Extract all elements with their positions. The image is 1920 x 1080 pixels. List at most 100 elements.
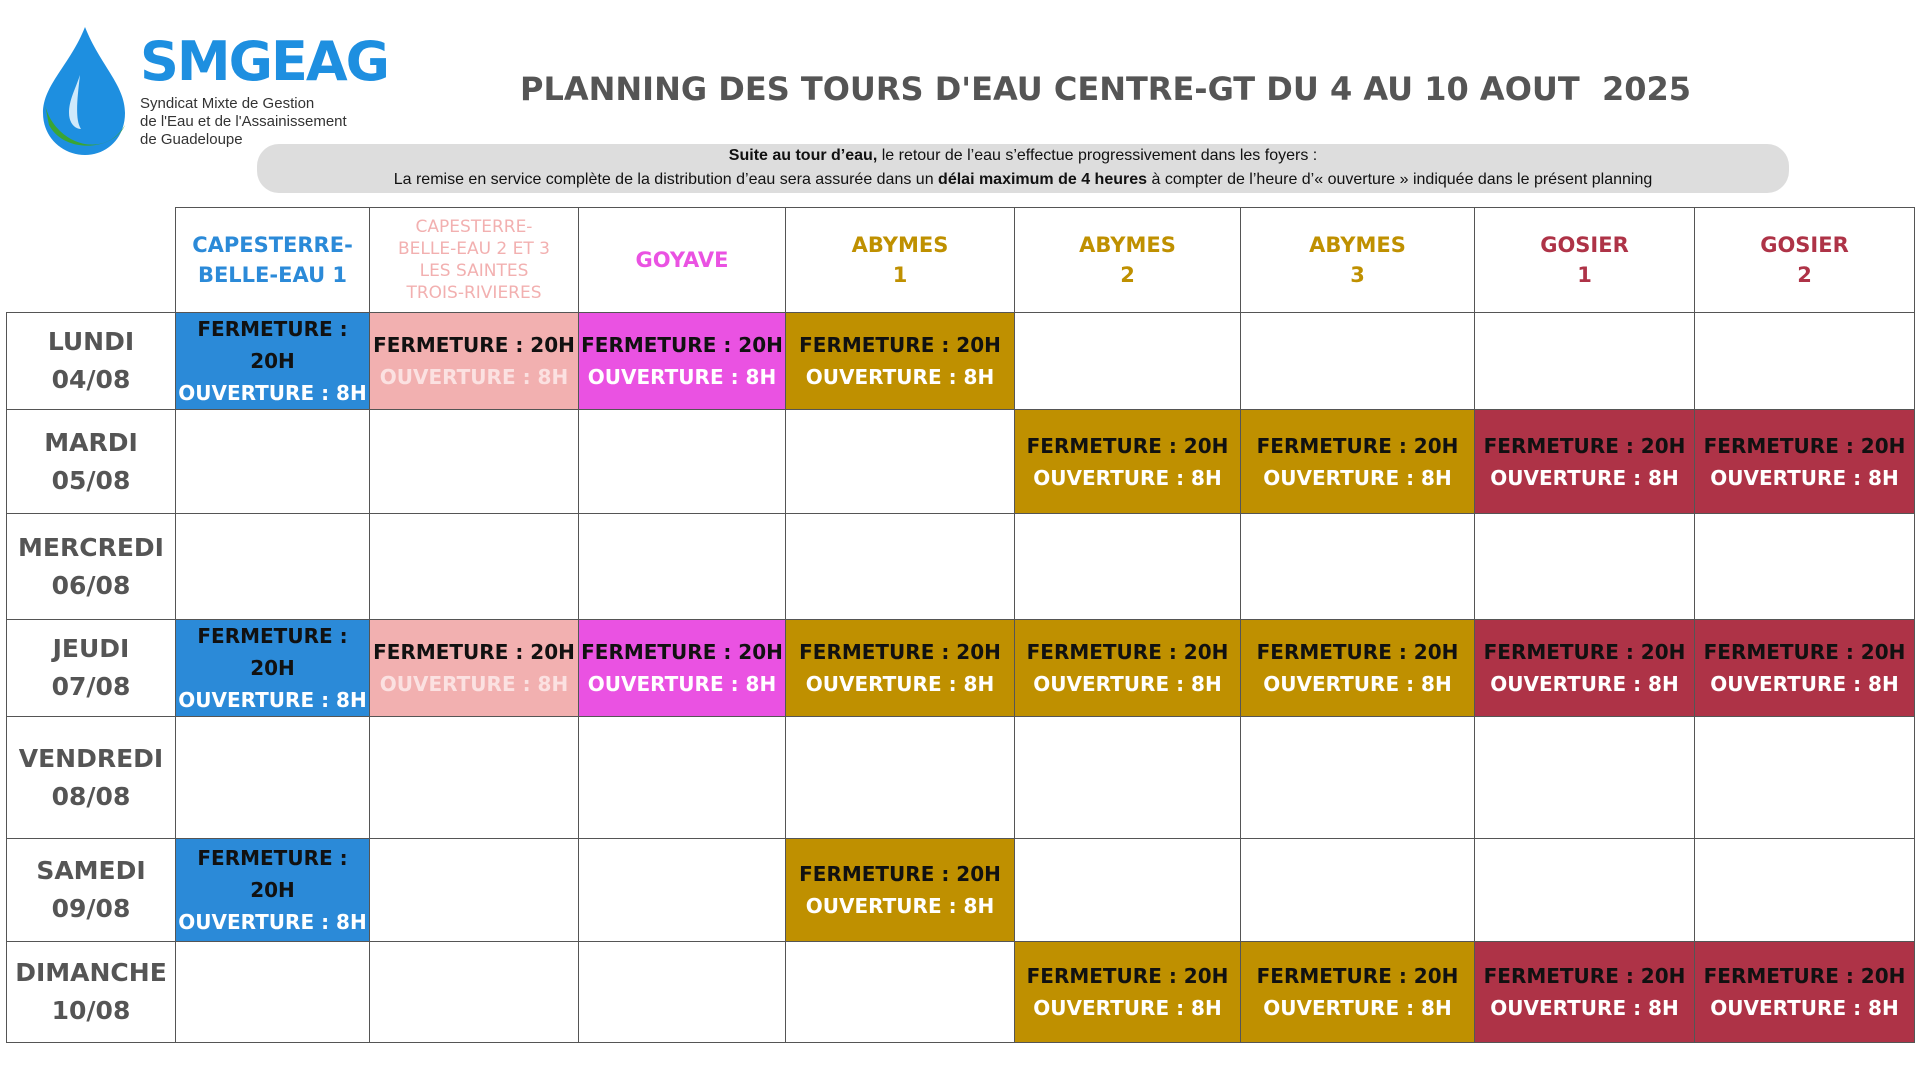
column-header: ABYMES 2 bbox=[1014, 207, 1241, 313]
slot bbox=[1694, 513, 1915, 620]
slot bbox=[785, 409, 1015, 514]
opening-time: OUVERTURE : 8H bbox=[1490, 465, 1679, 490]
slot: FERMETURE : 20H OUVERTURE : 8H bbox=[785, 312, 1015, 410]
opening-time: OUVERTURE : 8H bbox=[1263, 996, 1452, 1020]
column-header: ABYMES 1 bbox=[785, 207, 1015, 313]
row: MARDI 05/08 FERMETURE : 20H OUVERTURE : 8H F… bbox=[6, 409, 1915, 514]
closing-time: FERMETURE : 20H bbox=[799, 333, 1001, 357]
opening-time: OUVERTURE : 8H bbox=[379, 365, 569, 389]
opening-time: OUVERTURE : 8H bbox=[1033, 672, 1222, 696]
closing-time: FERMETURE : 20H bbox=[373, 640, 575, 664]
day-label: JEUDI bbox=[52, 634, 130, 663]
column-label: GOYAVE bbox=[635, 248, 729, 272]
slot bbox=[369, 716, 579, 839]
slot bbox=[1694, 312, 1915, 410]
slot bbox=[369, 941, 579, 1043]
notice-text: à compter de l’heure d’« ouverture » ind… bbox=[1147, 171, 1653, 188]
day-label: LUNDI bbox=[47, 327, 135, 356]
slot: FERMETURE : 20H OUVERTURE : 8H bbox=[1474, 409, 1695, 514]
schedule-table: CAPESTERRE- BELLE-EAU 1 CAPESTERRE- BELLE-E… bbox=[6, 207, 1915, 1043]
closing-time: FERMETURE : 20H bbox=[1483, 964, 1686, 988]
day-label: 10/08 bbox=[51, 996, 131, 1025]
slot bbox=[1240, 716, 1475, 839]
slot bbox=[369, 409, 579, 514]
slot: FERMETURE : 20H OUVERTURE : 8H bbox=[175, 838, 370, 942]
slot: FERMETURE : 20H OUVERTURE : 8H bbox=[578, 619, 786, 717]
day-label: MARDI bbox=[44, 427, 138, 457]
column-label: ABYMES bbox=[1309, 233, 1406, 257]
opening-time: OUVERTURE : 8H bbox=[178, 381, 367, 405]
closing-time: FERMETURE : 20H bbox=[1256, 640, 1459, 664]
slot bbox=[578, 716, 786, 839]
row: DIMANCHE 10/08 FERMETURE : 20H OUVERTURE : … bbox=[6, 941, 1915, 1043]
logo-line: Syndicat Mixte de Gestion bbox=[140, 95, 315, 112]
column-label: CAPESTERRE- bbox=[415, 217, 533, 237]
logo-line: de Guadeloupe bbox=[140, 131, 243, 148]
notice: Suite au tour d’eau, le retour de l’eau … bbox=[257, 144, 1789, 193]
day-label: 09/08 bbox=[51, 894, 131, 923]
column-label: GOSIER bbox=[1540, 233, 1629, 257]
slot bbox=[1014, 312, 1241, 410]
column-header: GOSIER 2 bbox=[1694, 207, 1915, 313]
closing-time: FERMETURE : 20H bbox=[1703, 964, 1906, 988]
slot: FERMETURE : 20H OUVERTURE : 8H bbox=[175, 312, 370, 410]
closing-time: FERMETURE : 20H bbox=[1703, 433, 1906, 458]
slot: FERMETURE : 20H OUVERTURE : 8H bbox=[1474, 619, 1695, 717]
column-label: 1 bbox=[1577, 263, 1592, 287]
slot bbox=[578, 409, 786, 514]
slot bbox=[369, 513, 579, 620]
slot: FERMETURE : 20H OUVERTURE : 8H bbox=[1694, 409, 1915, 514]
slot bbox=[1694, 716, 1915, 839]
slot bbox=[1014, 838, 1241, 942]
slot: FERMETURE : 20H OUVERTURE : 8H bbox=[1240, 619, 1475, 717]
slot bbox=[175, 409, 370, 514]
slot: FERMETURE : 20H OUVERTURE : 8H bbox=[175, 619, 370, 717]
slot: FERMETURE : 20H OUVERTURE : 8H bbox=[369, 312, 579, 410]
slot: FERMETURE : 20H OUVERTURE : 8H bbox=[1694, 941, 1915, 1043]
closing-time: FERMETURE : 20H bbox=[197, 317, 348, 373]
opening-time: OUVERTURE : 8H bbox=[178, 910, 367, 934]
notice-line: Suite au tour d’eau, le retour de l’eau … bbox=[257, 144, 1789, 168]
slot bbox=[578, 513, 786, 620]
closing-time: FERMETURE : 20H bbox=[1026, 433, 1229, 458]
opening-time: OUVERTURE : 8H bbox=[1033, 996, 1222, 1020]
opening-time: OUVERTURE : 8H bbox=[1490, 996, 1679, 1020]
day-cell: JEUDI 07/08 bbox=[6, 619, 176, 717]
row: SAMEDI 09/08 FERMETURE : 20H OUVERTURE : 8H… bbox=[6, 838, 1915, 942]
column-label: GOSIER bbox=[1760, 233, 1849, 257]
slot bbox=[175, 941, 370, 1043]
day-cell: MARDI 05/08 bbox=[6, 409, 176, 514]
opening-time: OUVERTURE : 8H bbox=[805, 365, 995, 389]
header-row: CAPESTERRE- BELLE-EAU 1 CAPESTERRE- BELLE-E… bbox=[7, 207, 1915, 313]
day-label: MERCREDI bbox=[18, 532, 164, 562]
logo-name: SMGEAG bbox=[140, 30, 390, 93]
opening-time: OUVERTURE : 8H bbox=[1710, 996, 1899, 1020]
opening-time: OUVERTURE : 8H bbox=[1263, 465, 1452, 490]
column-header: GOSIER 1 bbox=[1474, 207, 1695, 313]
notice-text: délai maximum de 4 heures bbox=[938, 171, 1148, 188]
opening-time: OUVERTURE : 8H bbox=[805, 672, 995, 696]
column-label: ABYMES bbox=[851, 233, 949, 257]
slot bbox=[175, 716, 370, 839]
slot: FERMETURE : 20H OUVERTURE : 8H bbox=[785, 619, 1015, 717]
slot: FERMETURE : 20H OUVERTURE : 8H bbox=[1240, 409, 1475, 514]
closing-time: FERMETURE : 20H bbox=[1483, 433, 1686, 458]
column-label: BELLE-EAU 2 ET 3 bbox=[397, 239, 550, 259]
column-label: TROIS-RIVIERES bbox=[406, 283, 542, 303]
slot bbox=[369, 838, 579, 942]
day-cell: MERCREDI 06/08 bbox=[6, 513, 176, 620]
column-header: GOYAVE bbox=[578, 207, 786, 313]
slot: FERMETURE : 20H OUVERTURE : 8H bbox=[1694, 619, 1915, 717]
logo-text: Syndicat Mixte de Gestion de l'Eau et de … bbox=[140, 95, 347, 149]
opening-time: OUVERTURE : 8H bbox=[587, 672, 777, 696]
slot bbox=[1240, 312, 1475, 410]
closing-time: FERMETURE : 20H bbox=[1256, 433, 1459, 458]
day-label: SAMEDI bbox=[36, 856, 146, 885]
column-label: CAPESTERRE- bbox=[192, 233, 353, 257]
day-cell: VENDREDI 08/08 bbox=[6, 716, 176, 839]
closing-time: FERMETURE : 20H bbox=[1483, 640, 1686, 664]
slot: FERMETURE : 20H OUVERTURE : 8H bbox=[1014, 619, 1241, 717]
day-cell: LUNDI 04/08 bbox=[6, 312, 176, 410]
slot: FERMETURE : 20H OUVERTURE : 8H bbox=[1474, 941, 1695, 1043]
